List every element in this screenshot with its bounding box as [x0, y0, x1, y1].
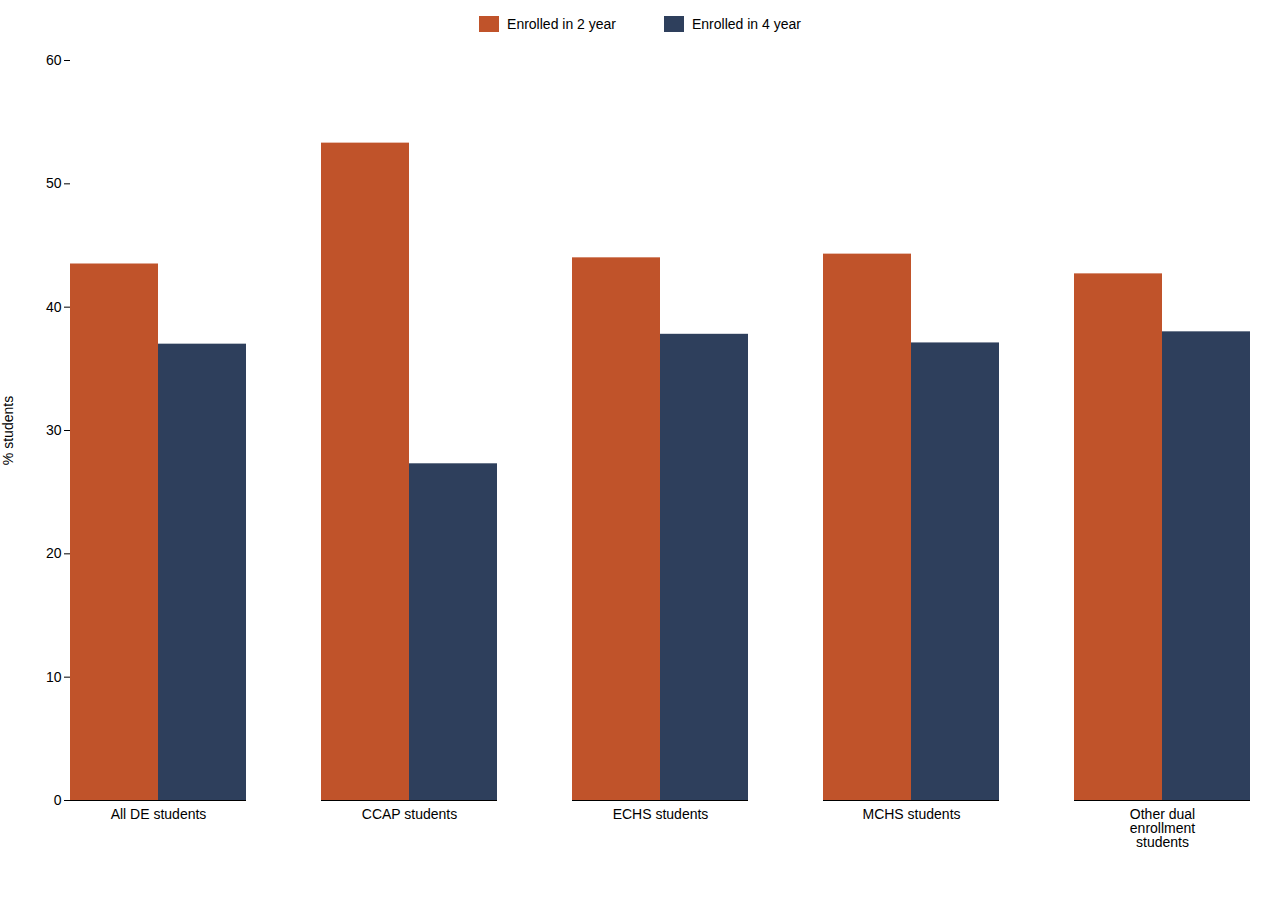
- svg-text:Other dualenrollmentstudents: Other dualenrollmentstudents: [1130, 806, 1195, 850]
- svg-text:10: 10: [46, 669, 62, 685]
- svg-text:0: 0: [54, 792, 62, 808]
- svg-text:20: 20: [46, 545, 62, 561]
- svg-text:40: 40: [46, 299, 62, 315]
- svg-text:CCAP students: CCAP students: [362, 806, 457, 822]
- svg-text:MCHS students: MCHS students: [862, 806, 960, 822]
- svg-text:60: 60: [46, 52, 62, 68]
- svg-text:ECHS students: ECHS students: [613, 806, 709, 822]
- svg-text:All DE students: All DE students: [111, 806, 207, 822]
- html-text:Enrolled in 4 year: Enrolled in 4 year: [692, 16, 801, 32]
- html-text:Enrolled in 2 year: Enrolled in 2 year: [507, 16, 616, 32]
- svg-text:% students: % students: [0, 396, 16, 465]
- svg-text:50: 50: [46, 175, 62, 191]
- svg-text:30: 30: [46, 422, 62, 438]
